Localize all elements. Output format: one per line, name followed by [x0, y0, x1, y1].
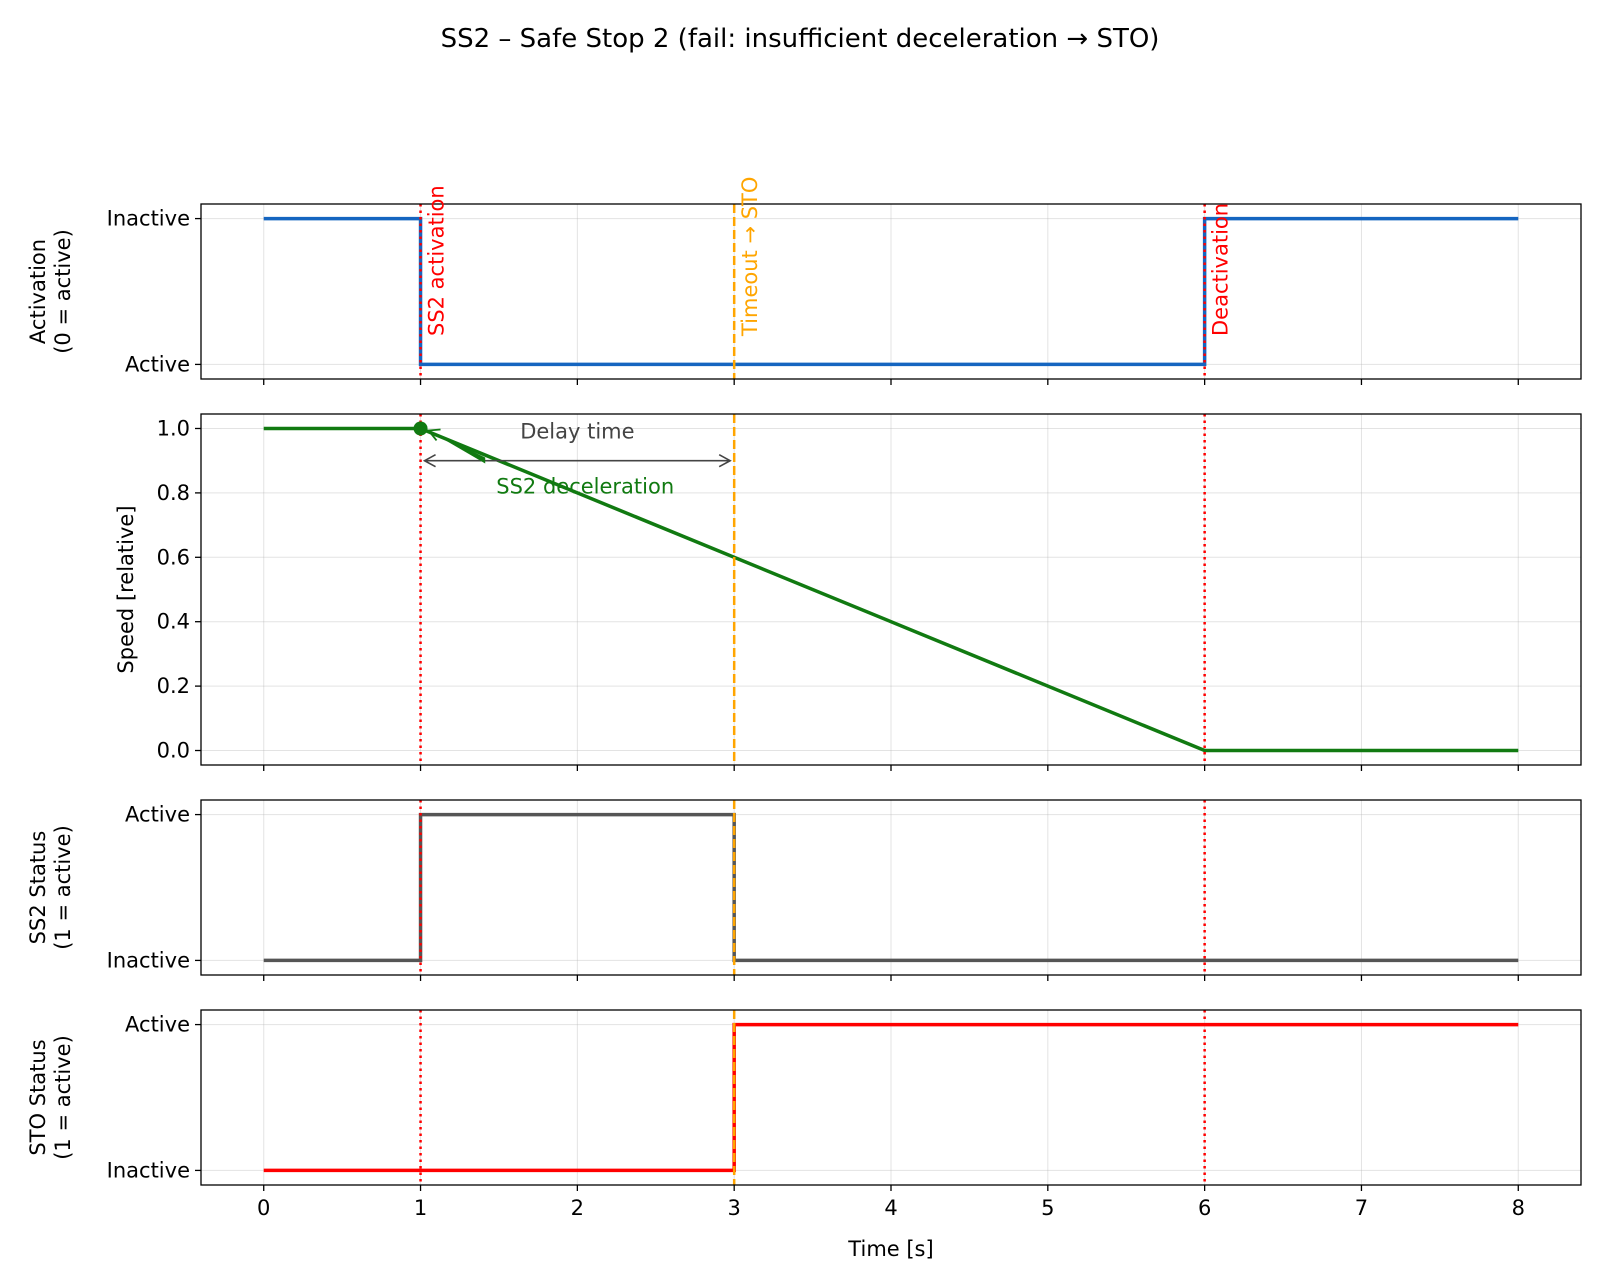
series-line-speed [263, 426, 1519, 753]
x-tick-label: 7 [1355, 1196, 1368, 1220]
y-axis-label: Activation [26, 239, 50, 344]
x-tick-label: 3 [727, 1196, 740, 1220]
x-axis-label: Time [s] [847, 1237, 933, 1261]
x-tick-label: 1 [414, 1196, 427, 1220]
y-tick-label: Inactive [107, 1158, 190, 1182]
decel-label: SS2 deceleration [496, 474, 674, 498]
event-label: Timeout → STO [738, 177, 762, 337]
chart-title: SS2 – Safe Stop 2 (fail: insufficient de… [441, 24, 1160, 54]
event-label: Deactivation [1209, 203, 1233, 336]
x-tick-label: 2 [571, 1196, 584, 1220]
y-tick-label: Active [125, 1013, 190, 1037]
decel-arrow [428, 430, 486, 464]
y-axis-label: STO Status [26, 1039, 50, 1155]
series-line-ss2 [263, 812, 1519, 963]
x-tick-label: 0 [257, 1196, 270, 1220]
decel-arrow-head [426, 428, 441, 442]
panel-activation: Active Inactive Activation (0 = active) SS2 … [26, 177, 1582, 385]
y-tick-label: Active [125, 803, 190, 827]
x-tick-label: 8 [1512, 1196, 1525, 1220]
y-tick-label: 0.2 [157, 674, 190, 698]
x-tick-label: 5 [1041, 1196, 1054, 1220]
series-line-activation [263, 216, 1519, 367]
y-axis-label: (1 = active) [51, 1035, 75, 1160]
event-label: SS2 activation [425, 185, 449, 336]
y-tick-label: 1.0 [157, 416, 190, 440]
y-tick-label: Inactive [107, 948, 190, 972]
panel-speed: 0.0 0.2 0.4 0.6 0.8 1.0 Speed [relative] Delay … [114, 413, 1582, 771]
y-axis-label: (1 = active) [51, 825, 75, 950]
panels: Active Inactive Activation (0 = active) SS2 … [26, 177, 1582, 1220]
marker-point [413, 421, 428, 436]
delay-arrow-head-left [422, 453, 436, 468]
axes-frame [200, 203, 1582, 380]
panel-sto: 0 1 2 3 4 5 6 7 8 Inactive Active STO Status (1 = ac… [26, 1009, 1582, 1220]
y-axis-label: SS2 Status [26, 831, 50, 945]
y-axis-label: Speed [relative] [114, 505, 138, 673]
y-tick-label: 0.8 [157, 481, 190, 505]
panel-ss2: Inactive Active SS2 Status (1 = active) [26, 799, 1582, 981]
x-tick-label: 4 [884, 1196, 897, 1220]
delay-arrow-head-right [718, 453, 732, 468]
series-line-sto [263, 1022, 1519, 1173]
axes-frame [200, 413, 1582, 766]
delay-time-label: Delay time [520, 420, 634, 444]
y-tick-label: 0.4 [157, 610, 190, 634]
y-tick-label: Inactive [107, 207, 190, 231]
y-tick-label: 0.6 [157, 545, 190, 569]
x-tick-label: 6 [1198, 1196, 1211, 1220]
y-tick-label: Active [125, 352, 190, 376]
axes-frame [200, 799, 1582, 976]
axes-frame [200, 1009, 1582, 1186]
y-axis-label: (0 = active) [51, 229, 75, 354]
y-tick-label: 0.0 [157, 739, 190, 763]
